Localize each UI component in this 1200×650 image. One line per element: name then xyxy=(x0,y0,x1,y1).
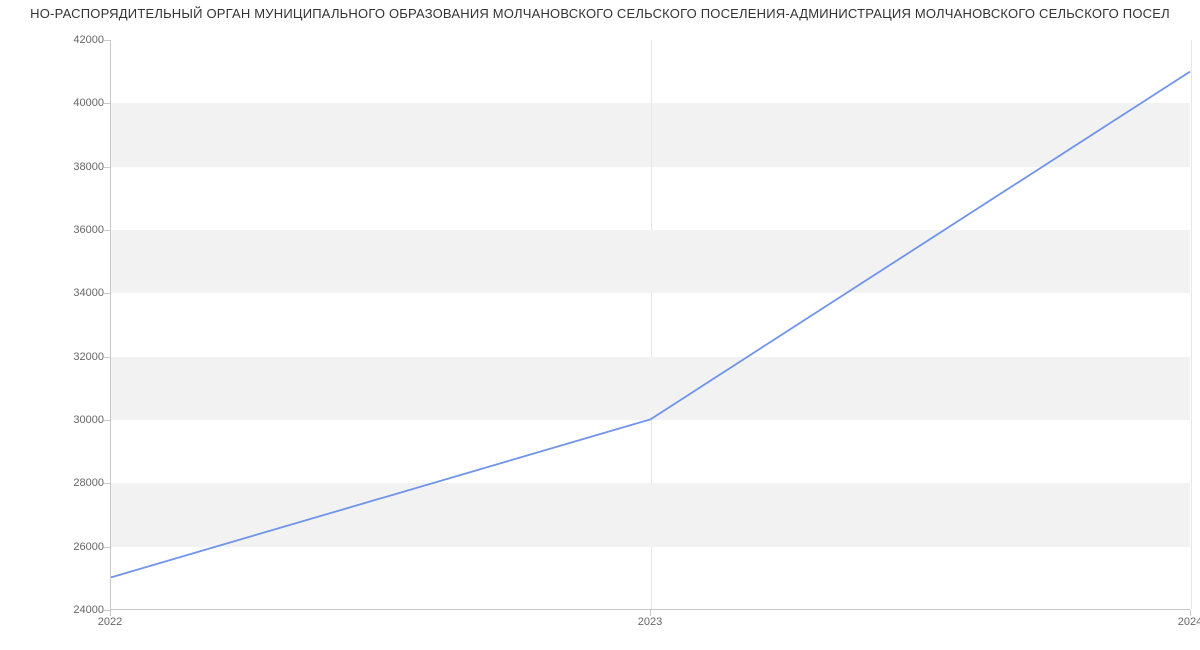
x-gridline xyxy=(1191,40,1192,609)
y-tick-label: 26000 xyxy=(24,541,104,553)
plot-area xyxy=(110,40,1190,610)
y-tick-label: 40000 xyxy=(24,97,104,109)
data-line xyxy=(111,72,1190,578)
line-series xyxy=(111,40,1190,609)
y-tick-label: 32000 xyxy=(24,351,104,363)
chart-container: НО-РАСПОРЯДИТЕЛЬНЫЙ ОРГАН МУНИЦИПАЛЬНОГО… xyxy=(0,0,1200,650)
chart-title: НО-РАСПОРЯДИТЕЛЬНЫЙ ОРГАН МУНИЦИПАЛЬНОГО… xyxy=(0,6,1200,21)
y-tick-label: 28000 xyxy=(24,477,104,489)
y-tick-label: 30000 xyxy=(24,414,104,426)
x-tick-label: 2023 xyxy=(638,616,662,628)
y-tick-label: 24000 xyxy=(24,604,104,616)
y-tick xyxy=(104,420,110,421)
y-tick xyxy=(104,547,110,548)
y-tick xyxy=(104,167,110,168)
x-tick-label: 2022 xyxy=(98,616,122,628)
y-tick xyxy=(104,230,110,231)
y-tick xyxy=(104,483,110,484)
y-tick-label: 36000 xyxy=(24,224,104,236)
y-tick xyxy=(104,357,110,358)
y-tick-label: 42000 xyxy=(24,34,104,46)
y-tick xyxy=(104,293,110,294)
x-tick-label: 2024 xyxy=(1178,616,1200,628)
y-tick-label: 34000 xyxy=(24,287,104,299)
y-tick xyxy=(104,40,110,41)
y-tick-label: 38000 xyxy=(24,161,104,173)
y-tick xyxy=(104,103,110,104)
